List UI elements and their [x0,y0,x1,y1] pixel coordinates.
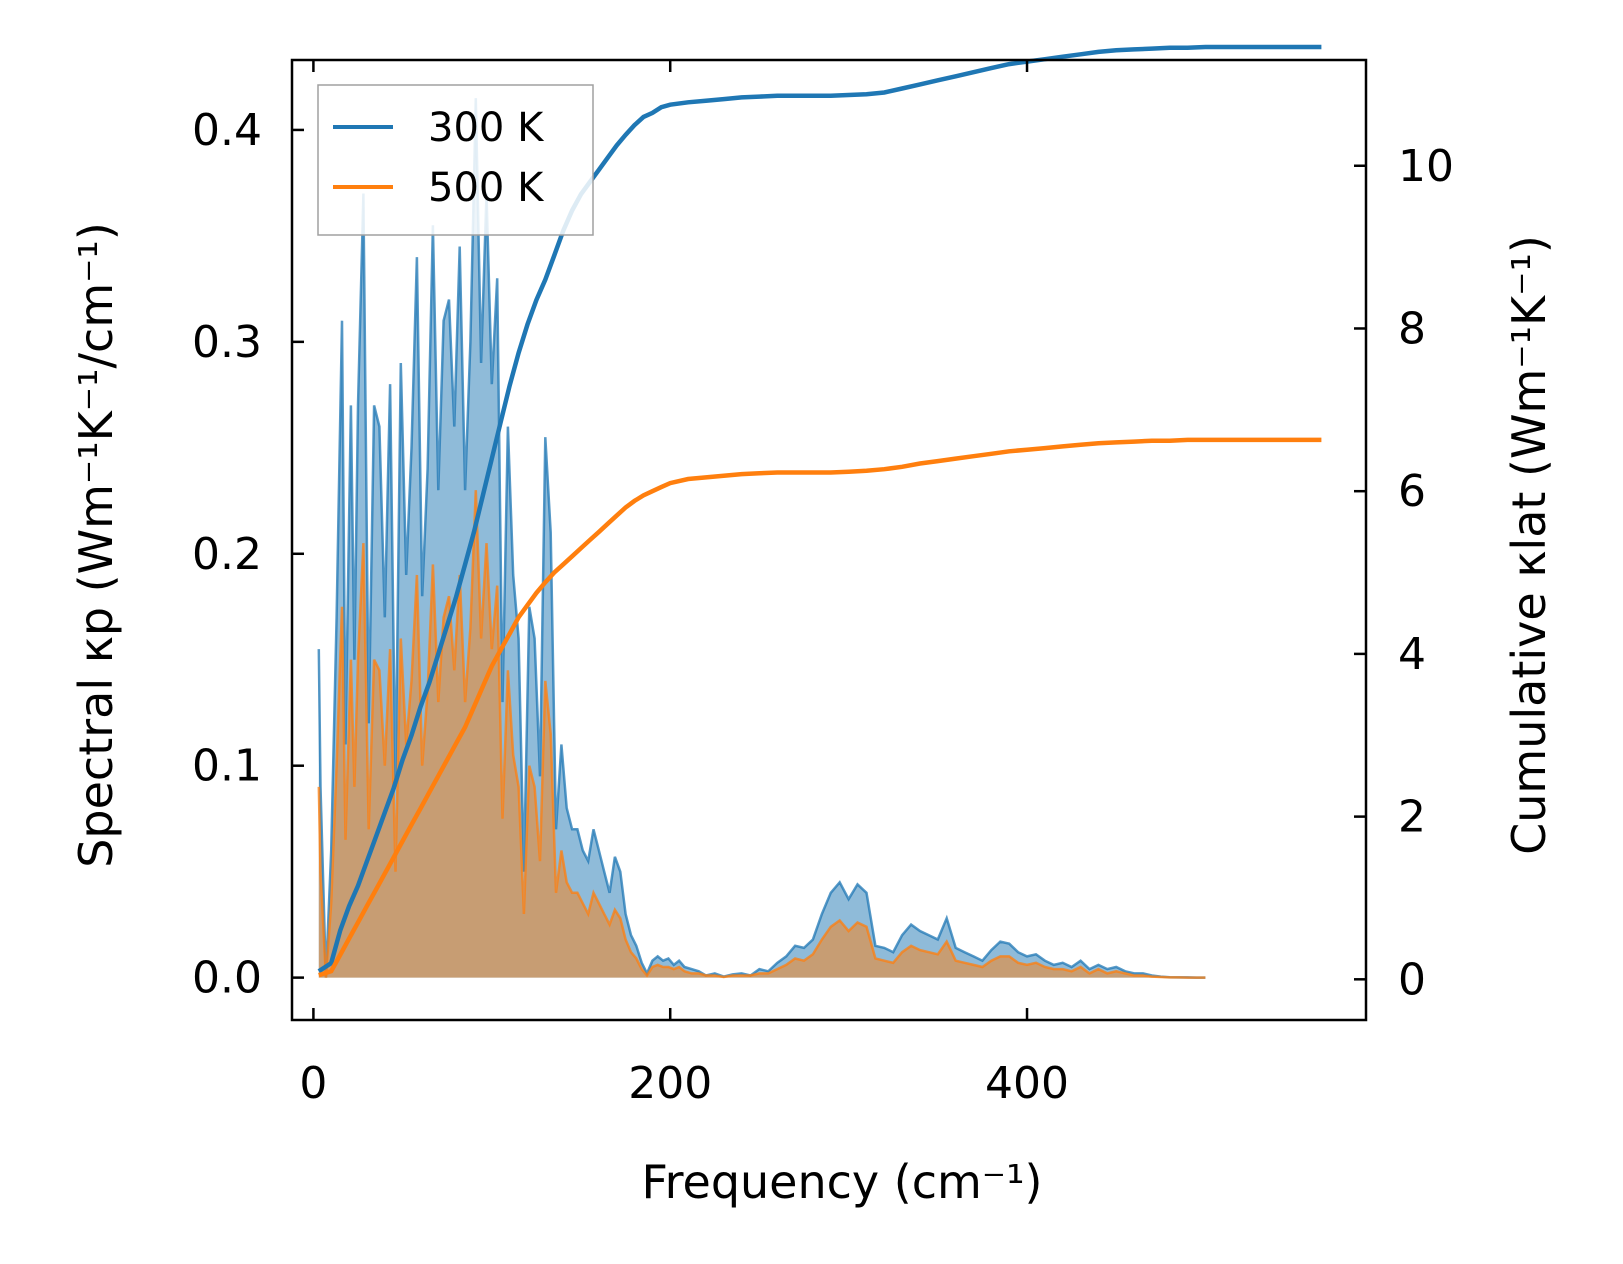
right-y-tick-label: 10 [1398,141,1454,192]
right-y-tick-label: 8 [1398,303,1426,354]
x-axis-label: Frequency (cm⁻¹) [642,1155,1043,1209]
x-tick-label: 0 [299,1058,327,1109]
legend: 300 K 500 K [317,84,594,236]
x-tick-label: 200 [628,1058,712,1109]
right-y-tick-label: 0 [1398,954,1426,1005]
legend-label-300K: 300 K [428,105,545,151]
spectral-outline-500K [317,490,1206,979]
x-tick-label: 400 [985,1058,1069,1109]
right-y-tick-label: 2 [1398,792,1426,843]
plot-frame [290,58,1368,1022]
right-y-tick-label: 6 [1398,466,1426,517]
spectral-outline-300K [317,98,1206,979]
left-y-tick-label: 0.1 [192,741,262,792]
legend-label-500K: 500 K [428,165,545,211]
legend-box [317,84,594,236]
left-y-tick-label: 0.3 [192,317,262,368]
left-y-tick-label: 0.2 [192,529,262,580]
left-y-axis-label: Spectral κp (Wm⁻¹K⁻¹/cm⁻¹) [69,222,123,868]
left-y-tick-label: 0.4 [192,105,262,156]
cumulative-line-500K [318,437,1322,978]
spectral-area-layer [317,98,1206,979]
left-y-tick-label: 0.0 [192,953,262,1004]
right-y-axis-label: Cumulative κlat (Wm⁻¹K⁻¹) [1502,235,1556,855]
right-y-tick-label: 4 [1398,629,1426,680]
axes: 0 200 400 0.0 0.1 0.2 0.3 0.4 0 2 4 6 8 10 [192,58,1454,1109]
